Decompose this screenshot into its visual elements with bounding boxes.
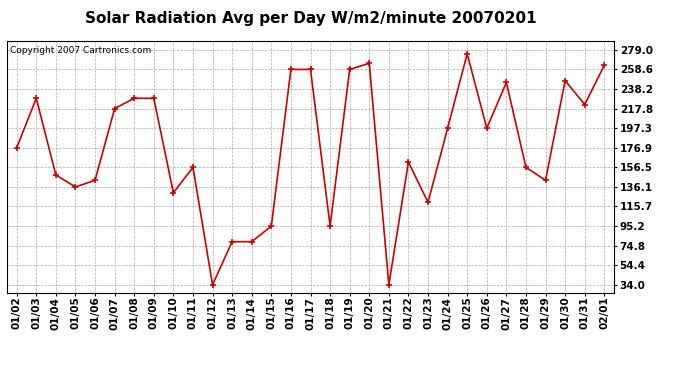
Text: Copyright 2007 Cartronics.com: Copyright 2007 Cartronics.com bbox=[10, 46, 151, 55]
Text: Solar Radiation Avg per Day W/m2/minute 20070201: Solar Radiation Avg per Day W/m2/minute … bbox=[85, 11, 536, 26]
